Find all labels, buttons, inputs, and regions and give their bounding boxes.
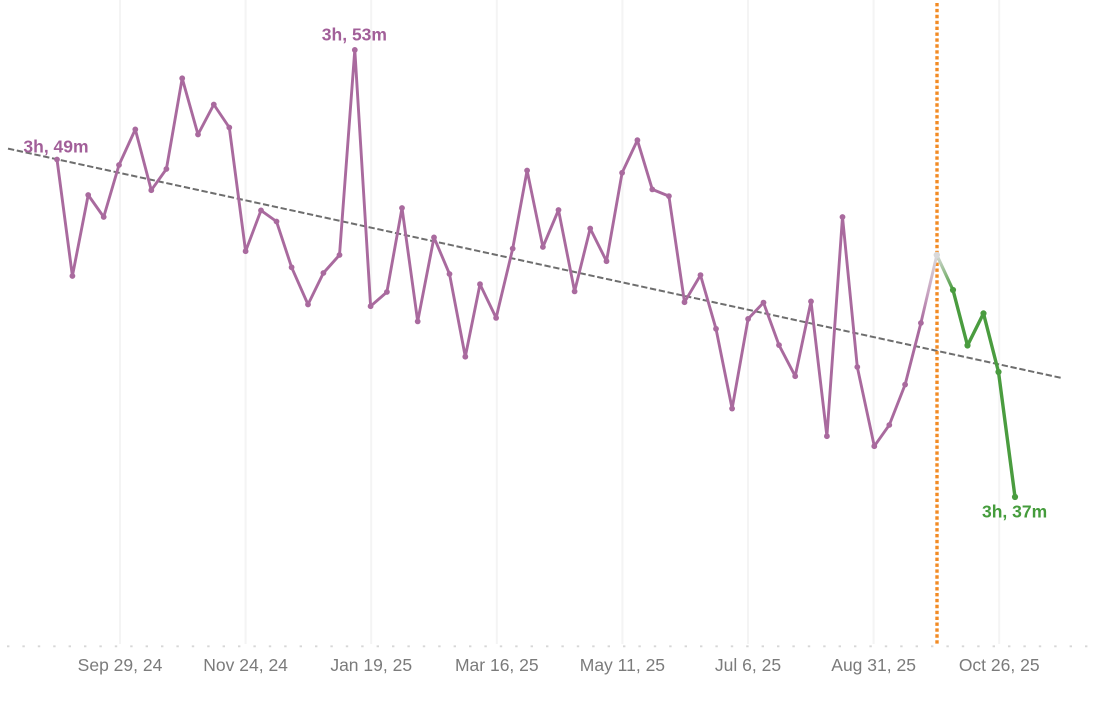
svg-text:3h, 53m: 3h, 53m — [322, 25, 387, 45]
svg-text:Mar 16, 25: Mar 16, 25 — [455, 655, 539, 675]
svg-text:Oct 26, 25: Oct 26, 25 — [959, 655, 1040, 675]
svg-text:Nov 24, 24: Nov 24, 24 — [203, 655, 288, 675]
svg-text:3h, 49m: 3h, 49m — [23, 137, 88, 157]
svg-text:3h, 37m: 3h, 37m — [982, 502, 1047, 522]
svg-text:Sep 29, 24: Sep 29, 24 — [78, 655, 163, 675]
svg-text:Jul 6, 25: Jul 6, 25 — [715, 655, 781, 675]
svg-text:May 11, 25: May 11, 25 — [580, 655, 665, 675]
svg-text:Jan 19, 25: Jan 19, 25 — [330, 655, 412, 675]
svg-text:Aug 31, 25: Aug 31, 25 — [831, 655, 916, 675]
